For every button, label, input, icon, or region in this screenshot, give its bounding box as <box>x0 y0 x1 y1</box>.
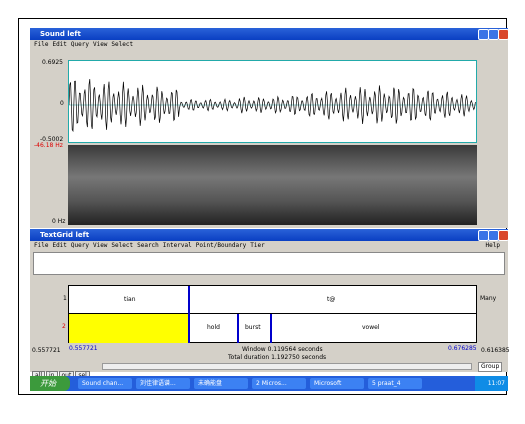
menu-item[interactable]: Select <box>111 41 133 48</box>
menu-item[interactable]: Point/Boundary <box>196 242 247 249</box>
taskbar-item[interactable]: Sound chan... <box>78 378 132 389</box>
menu-item[interactable]: Query <box>71 41 89 48</box>
interval-label[interactable]: t@ <box>327 296 335 304</box>
menu-item[interactable]: View <box>93 41 107 48</box>
interval-label[interactable]: vowel <box>362 324 380 332</box>
y-max: 0.6925 <box>42 59 63 67</box>
menu-item[interactable]: Select <box>111 242 133 249</box>
taskbar-item[interactable]: 2 Micros... <box>252 378 306 389</box>
menu-item[interactable]: Edit <box>52 41 66 48</box>
taskbar-item[interactable]: 刘佳律语谱... <box>136 378 190 389</box>
taskbar-item[interactable]: 5 praat_4 <box>368 378 422 389</box>
window-title: TextGrid left <box>40 231 89 239</box>
tiers: tian t@ hold burst vowel <box>68 285 477 343</box>
menu-item[interactable]: Tier <box>250 242 264 249</box>
waveform-plot <box>69 61 476 142</box>
menu-item[interactable]: File <box>34 242 48 249</box>
y-zero: 0 <box>60 100 64 108</box>
menu-help[interactable]: Help <box>486 241 500 250</box>
window-duration: Window 0.119564 seconds <box>242 346 323 354</box>
interval-label[interactable]: hold <box>207 324 220 332</box>
start-button[interactable]: 开始 <box>30 376 70 391</box>
text-field[interactable] <box>33 252 505 275</box>
total-duration: Total duration 1.192750 seconds <box>228 354 326 362</box>
interval-label[interactable]: tian <box>124 296 136 304</box>
pitch-label: -46.18 Hz <box>34 142 63 150</box>
tier-number: 2 <box>62 323 66 331</box>
taskbar-item[interactable]: Microsoft <box>310 378 364 389</box>
menu-bar: Help File Edit Query View Select Search Interva… <box>30 241 508 250</box>
menu-item[interactable]: Search <box>137 242 159 249</box>
menu-item[interactable]: View <box>93 242 107 249</box>
scrollbar[interactable] <box>102 363 472 370</box>
clock: 11:07 <box>475 376 508 391</box>
taskbar-item[interactable]: 未确能盘 <box>194 378 248 389</box>
menu-bar: File Edit Query View Select <box>30 40 508 49</box>
window-title: Sound left <box>40 30 81 38</box>
zoom-buttons: allinoutsel <box>32 362 112 371</box>
screenshot: Sound left File Edit Query View Select 0.692… <box>0 0 525 424</box>
title-bar: TextGrid left <box>30 229 508 241</box>
end-time: 0.676285 <box>448 345 477 353</box>
menu-item[interactable]: Edit <box>52 242 66 249</box>
title-bar: Sound left <box>30 28 508 40</box>
textgrid-window: TextGrid left Help File Edit Query View Selec… <box>30 229 508 372</box>
right-label: Many <box>480 295 496 303</box>
right-time: 0.616385 <box>481 347 510 355</box>
menu-item[interactable]: Interval <box>163 242 192 249</box>
spectrogram <box>68 145 477 225</box>
menu-item[interactable]: File <box>34 41 48 48</box>
tier-number: 1 <box>63 295 67 303</box>
group-checkbox[interactable]: Group <box>478 362 502 372</box>
close[interactable] <box>498 230 509 241</box>
waveform <box>68 60 477 143</box>
left-time: 0.557721 <box>32 347 61 355</box>
freq-min: 0 Hz <box>52 218 65 226</box>
menu-item[interactable]: Query <box>71 242 89 249</box>
sound-window: Sound left File Edit Query View Select 0.692… <box>30 28 508 228</box>
group-label: Group <box>481 363 499 370</box>
interval-label[interactable]: burst <box>245 324 261 332</box>
close[interactable] <box>498 29 509 40</box>
taskbar: 开始 11:07 Sound chan... 刘佳律语谱... 未确能盘 2 Micr… <box>30 376 508 391</box>
start-time: 0.557721 <box>69 345 98 353</box>
selected-interval[interactable] <box>69 314 189 343</box>
